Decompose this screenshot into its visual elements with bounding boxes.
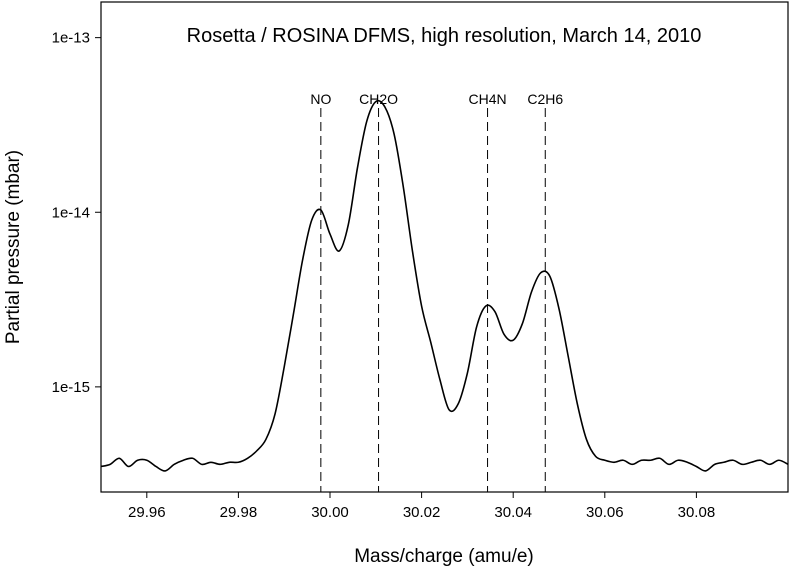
chart-title: Rosetta / ROSINA DFMS, high resolution, … (187, 25, 702, 47)
y-axis-ticks: 1e-15 1e-14 1e-13 (52, 30, 101, 396)
y-tick-label: 1e-15 (52, 379, 90, 396)
series-line-0 (100, 99, 789, 472)
x-tick-label: 30.00 (311, 504, 349, 521)
marker-label-no: NO (310, 91, 331, 107)
series-group (100, 99, 789, 472)
y-tick-label: 1e-14 (52, 204, 90, 221)
x-tick-label: 30.04 (494, 504, 532, 521)
x-axis-label: Mass/charge (amu/e) (354, 546, 534, 567)
x-tick-label: 29.98 (220, 504, 258, 521)
y-axis-label: Partial pressure (mbar) (3, 150, 24, 344)
x-axis-ticks: 29.96 29.98 30.00 30.02 30.04 30.06 30.08 (128, 492, 715, 521)
marker-label-ch2o: CH2O (359, 91, 398, 107)
x-tick-label: 29.96 (128, 504, 166, 521)
y-tick-label: 1e-13 (52, 30, 90, 47)
marker-label-ch4n: CH4N (468, 91, 506, 107)
marker-label-c2h6: C2H6 (527, 91, 563, 107)
x-tick-label: 30.08 (678, 504, 716, 521)
species-markers: NO CH2O CH4N C2H6 (310, 91, 563, 492)
x-tick-label: 30.02 (403, 504, 441, 521)
plot-frame (100, 1, 789, 493)
x-tick-label: 30.06 (586, 504, 624, 521)
